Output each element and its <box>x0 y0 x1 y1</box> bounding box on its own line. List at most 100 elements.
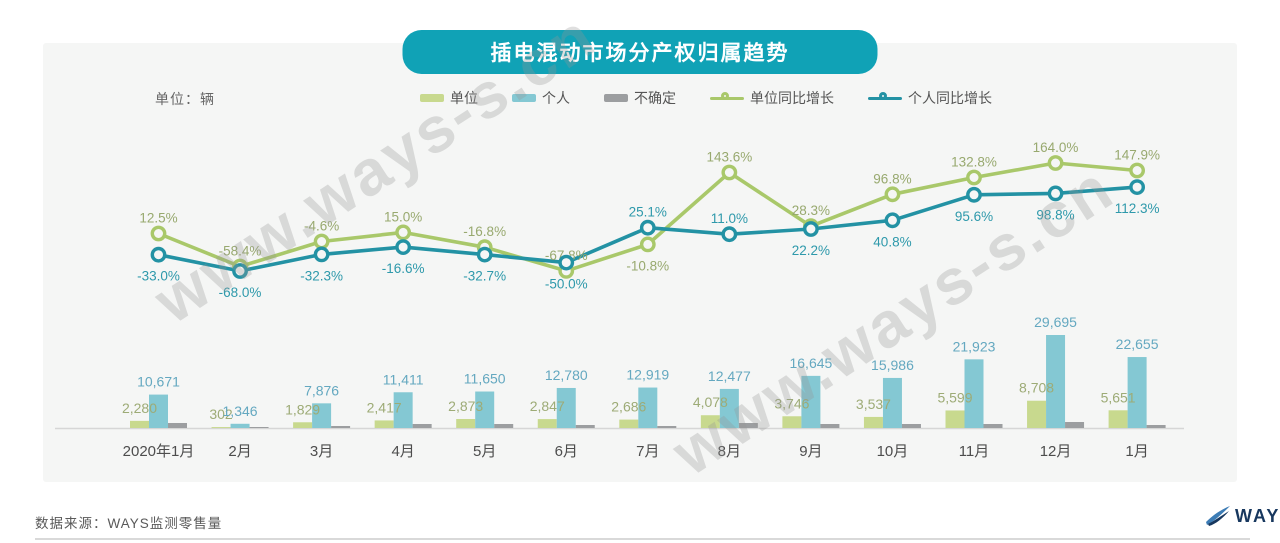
growth-point-unit <box>721 164 738 181</box>
growth-label-unit: -16.8% <box>463 224 506 239</box>
growth-label-personal: 25.1% <box>629 205 667 220</box>
x-axis-tick-label: 2月 <box>228 443 251 460</box>
legend-item-label: 单位同比增长 <box>750 90 834 106</box>
growth-label-unit: 132.8% <box>951 155 997 170</box>
legend-item-label: 不确定 <box>634 90 676 106</box>
bar-personal <box>882 377 902 428</box>
x-axis-tick-label: 8月 <box>718 443 741 460</box>
bar-value-label-unit: 3,537 <box>856 396 891 412</box>
growth-point-personal <box>966 186 982 203</box>
bar-value-label-personal: 1,346 <box>223 403 258 419</box>
growth-point-personal <box>803 221 819 237</box>
legend-item-label: 个人 <box>542 90 570 106</box>
bar-value-label-unit: 2,280 <box>122 400 157 416</box>
bar-personal <box>719 388 739 428</box>
bar-personal <box>801 375 821 428</box>
bar-value-label-personal: 29,695 <box>1034 314 1077 330</box>
bar-personal <box>1127 357 1147 428</box>
bar-value-label-unit: 1,829 <box>285 401 320 417</box>
growth-label-personal: 11.0% <box>711 211 748 226</box>
x-axis-tick-label: 11月 <box>959 443 990 460</box>
x-axis-tick-label: 10月 <box>877 443 909 460</box>
bar-personal <box>638 387 658 428</box>
growth-label-personal: -68.0% <box>219 285 262 300</box>
growth-point-personal <box>721 226 738 243</box>
bar-value-label-personal: 11,650 <box>464 371 506 387</box>
bar-unit <box>1108 410 1128 428</box>
bar-value-label-unit: 3,746 <box>774 395 809 411</box>
bar-value-label-unit: 8,708 <box>1019 380 1054 396</box>
bar-uncertain <box>901 424 921 428</box>
growth-label-personal: 22.2% <box>792 243 830 258</box>
bar-personal <box>149 394 168 428</box>
bar-value-label-unit: 2,417 <box>367 399 402 415</box>
legend-item: 单位 <box>420 88 478 108</box>
ways-logo: WAYS <box>1205 505 1280 527</box>
growth-point-unit <box>395 224 412 241</box>
ways-swoosh-icon <box>1206 506 1230 526</box>
growth-label-unit: 12.5% <box>139 211 177 226</box>
bar-uncertain <box>331 426 351 428</box>
growth-label-unit: 28.3% <box>792 203 830 218</box>
growth-label-unit: 15.0% <box>384 209 422 224</box>
footer-divider <box>35 538 1250 540</box>
growth-label-personal: -16.6% <box>382 261 425 276</box>
bar-unit <box>537 419 557 428</box>
bar-uncertain <box>494 424 514 428</box>
growth-point-unit <box>884 186 901 203</box>
bar-unit <box>456 419 476 428</box>
bar-unit <box>782 416 802 428</box>
growth-point-personal <box>1047 185 1064 202</box>
x-axis-tick-label: 3月 <box>310 443 333 460</box>
growth-label-personal: -32.7% <box>463 269 506 284</box>
bar-uncertain <box>1065 422 1085 428</box>
growth-point-personal <box>313 246 330 263</box>
x-axis-tick-label: 12月 <box>1040 443 1072 460</box>
legend-item: 单位同比增长 <box>710 88 834 108</box>
legend-bar-swatch-icon <box>512 94 536 102</box>
growth-point-unit <box>639 236 656 253</box>
growth-point-personal <box>1129 179 1146 196</box>
bar-unit <box>863 416 883 428</box>
growth-point-unit <box>150 225 167 242</box>
bar-uncertain <box>575 425 595 428</box>
x-axis-tick-label: 6月 <box>555 443 578 460</box>
growth-label-personal: 112.3% <box>1115 201 1160 216</box>
growth-point-unit <box>1047 155 1064 171</box>
legend-item: 个人 <box>512 88 570 108</box>
bar-unit <box>293 422 313 428</box>
bar-value-label-unit: 2,686 <box>611 399 646 415</box>
legend-item: 个人同比增长 <box>868 88 992 108</box>
growth-point-unit <box>1129 162 1146 179</box>
bar-uncertain <box>983 424 1003 428</box>
growth-label-unit: -4.6% <box>304 219 339 234</box>
growth-point-personal <box>639 219 656 236</box>
bar-value-label-personal: 15,986 <box>871 357 914 373</box>
x-axis-tick-label: 4月 <box>391 443 414 460</box>
bar-personal <box>1046 335 1066 428</box>
bar-uncertain <box>820 424 840 428</box>
legend-line-swatch-icon <box>710 92 744 104</box>
unit-label: 单位：辆 <box>155 91 215 107</box>
bar-personal <box>393 392 413 428</box>
growth-point-unit <box>966 169 982 186</box>
bar-personal <box>475 391 495 428</box>
bar-unit <box>130 420 149 428</box>
growth-label-unit: 164.0% <box>1033 140 1079 155</box>
bar-value-label-personal: 21,923 <box>953 338 996 354</box>
x-axis-tick-label: 5月 <box>473 443 496 460</box>
bar-personal <box>556 387 576 428</box>
legend-bar-swatch-icon <box>420 94 444 102</box>
bar-value-label-personal: 16,645 <box>789 355 832 371</box>
bar-uncertain <box>412 424 432 428</box>
bar-value-label-unit: 5,599 <box>937 389 972 405</box>
bar-uncertain <box>657 426 677 428</box>
growth-point-unit <box>313 233 330 250</box>
bar-personal <box>230 423 250 428</box>
growth-point-personal <box>884 212 901 229</box>
growth-label-unit: -10.8% <box>626 258 669 273</box>
growth-label-unit: 147.9% <box>1114 148 1160 163</box>
growth-label-personal: -32.3% <box>300 268 343 283</box>
